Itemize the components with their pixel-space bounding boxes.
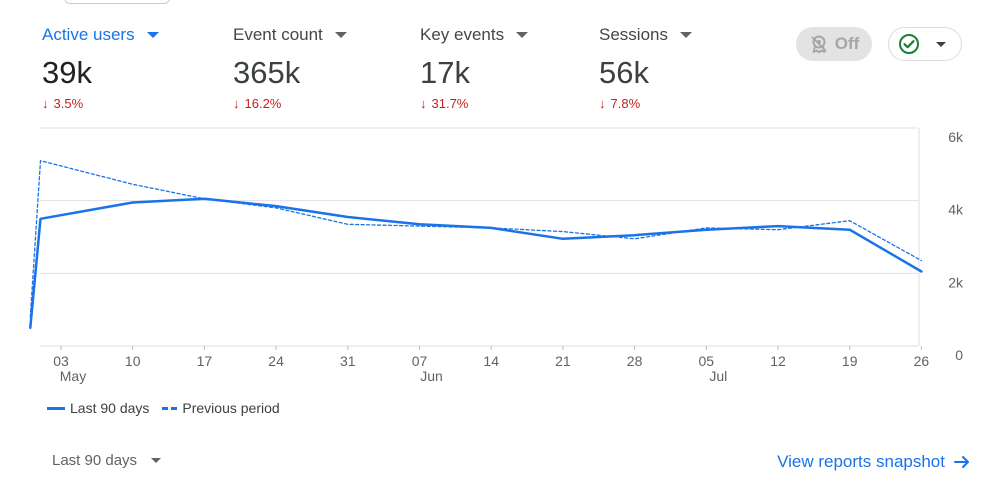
metric-value: 17k bbox=[420, 55, 470, 90]
x-tick-label: 31 bbox=[340, 353, 356, 369]
chevron-down-icon bbox=[146, 32, 159, 38]
y-tick-label: 0 bbox=[955, 347, 963, 363]
chart-grid bbox=[40, 127, 920, 347]
chevron-down-icon bbox=[679, 32, 692, 38]
chevron-down-icon bbox=[516, 32, 529, 38]
x-tick-label: 05 bbox=[699, 353, 715, 369]
x-tick-label: 26 bbox=[914, 353, 930, 369]
chevron-down-icon bbox=[936, 41, 946, 47]
x-tick-label: 21 bbox=[555, 353, 571, 369]
y-tick-label: 4k bbox=[948, 202, 964, 218]
x-tick-label: 12 bbox=[770, 353, 786, 369]
metric-tab-key-events[interactable]: Key events 17k ↓ 31.7% bbox=[420, 24, 529, 112]
arrow-down-icon: ↓ bbox=[233, 96, 240, 111]
y-tick-label: 2k bbox=[948, 274, 964, 290]
x-tick-month-label: Jul bbox=[709, 368, 727, 384]
insights-toggle[interactable]: Off bbox=[796, 27, 872, 61]
insights-toggle-label: Off bbox=[834, 34, 860, 53]
x-tick-month-label: May bbox=[60, 368, 86, 384]
metric-label-text: Active users bbox=[42, 25, 135, 44]
legend-solid-swatch bbox=[47, 406, 65, 410]
legend-label-previous: Previous period bbox=[182, 400, 280, 416]
metric-tab-sessions[interactable]: Sessions 56k ↓ 7.8% bbox=[599, 24, 692, 112]
x-tick-label: 03 bbox=[53, 353, 69, 369]
legend-label-current: Last 90 days bbox=[70, 400, 150, 416]
x-tick-label: 28 bbox=[627, 353, 643, 369]
x-tick-label: 24 bbox=[268, 353, 284, 369]
metric-label-text: Key events bbox=[420, 25, 505, 44]
status-dropdown[interactable] bbox=[888, 27, 962, 61]
metric-delta: ↓ 7.8% bbox=[599, 96, 692, 112]
series-line-previous-period bbox=[29, 160, 923, 318]
series-line-last-90-days bbox=[29, 197, 923, 330]
arrow-down-icon: ↓ bbox=[420, 96, 427, 111]
metric-label-text: Sessions bbox=[599, 25, 668, 44]
metric-value: 39k bbox=[42, 55, 92, 90]
metric-delta-text: 7.8% bbox=[610, 96, 641, 111]
arrow-right-icon bbox=[954, 456, 969, 468]
metric-tab-active-users[interactable]: Active users 39k ↓ 3.5% bbox=[42, 24, 159, 112]
metric-delta: ↓ 3.5% bbox=[42, 96, 159, 112]
x-tick-month-label: Jun bbox=[420, 368, 443, 384]
metric-delta: ↓ 31.7% bbox=[420, 96, 528, 112]
view-reports-snapshot-label: View reports snapshot bbox=[777, 452, 945, 471]
date-range-label: Last 90 days bbox=[52, 452, 138, 469]
metric-label-text: Event count bbox=[233, 25, 323, 44]
x-tick-label: 07 bbox=[412, 353, 428, 369]
arrow-down-icon: ↓ bbox=[599, 96, 606, 111]
view-reports-snapshot-link[interactable]: View reports snapshot bbox=[777, 452, 971, 472]
y-axis: 0 2k 4k 6k bbox=[948, 129, 964, 363]
metric-tab-event-count[interactable]: Event count 365k ↓ 16.2% bbox=[233, 24, 347, 112]
chevron-down-icon bbox=[151, 458, 162, 463]
metric-label: Sessions bbox=[599, 24, 692, 46]
metric-label: Active users bbox=[42, 24, 159, 46]
x-tick-label: 19 bbox=[842, 353, 858, 369]
metric-value: 365k bbox=[233, 55, 301, 90]
metric-delta: ↓ 16.2% bbox=[233, 96, 347, 112]
x-tick-label: 17 bbox=[197, 353, 213, 369]
x-tick-label: 10 bbox=[125, 353, 141, 369]
legend-dashed-swatch bbox=[162, 406, 178, 410]
metric-delta-text: 31.7% bbox=[431, 96, 469, 111]
arrow-down-icon: ↓ bbox=[42, 96, 49, 111]
chevron-down-icon bbox=[334, 32, 347, 38]
date-range-select[interactable]: Last 90 days bbox=[52, 452, 162, 469]
metric-label: Key events bbox=[420, 24, 529, 46]
chart-series bbox=[29, 160, 923, 330]
metric-value: 56k bbox=[599, 55, 649, 90]
metric-delta-text: 16.2% bbox=[244, 96, 282, 111]
check-circle-icon bbox=[899, 34, 919, 54]
metric-label: Event count bbox=[233, 24, 347, 46]
metric-delta-text: 3.5% bbox=[53, 96, 84, 111]
y-tick-label: 6k bbox=[948, 129, 964, 145]
award-ribbon-icon bbox=[811, 35, 827, 54]
x-tick-label: 14 bbox=[483, 353, 499, 369]
chart-legend: Last 90 days Previous period bbox=[47, 400, 280, 416]
